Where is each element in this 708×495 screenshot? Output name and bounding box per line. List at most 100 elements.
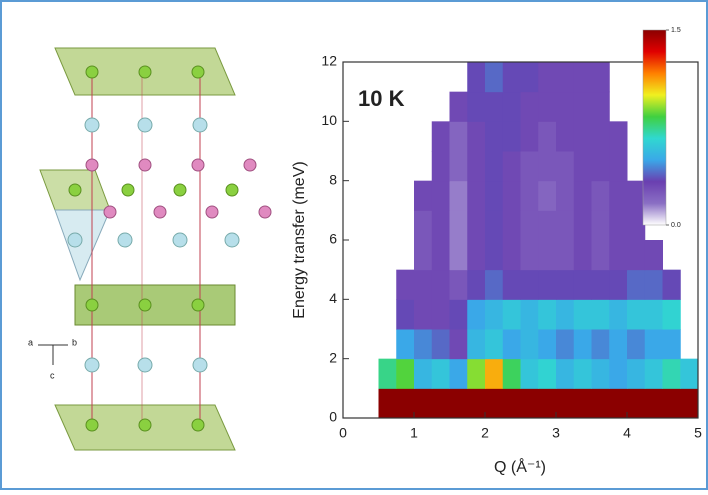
heat-cell: [627, 210, 645, 240]
heat-cell: [396, 299, 414, 329]
heat-cell: [627, 240, 645, 270]
heat-cell: [521, 210, 539, 240]
heat-cell: [538, 181, 556, 211]
heat-cell: [645, 299, 663, 329]
heat-cell: [379, 388, 397, 418]
heat-cell: [592, 359, 610, 389]
heat-cell: [556, 62, 574, 92]
heat-cell: [432, 181, 450, 211]
heat-cell: [485, 270, 503, 300]
heat-cell: [503, 210, 521, 240]
heat-cell: [574, 181, 592, 211]
heat-cell: [574, 62, 592, 92]
heat-cell: [450, 92, 468, 122]
heat-cell: [609, 359, 627, 389]
colorbar-tick-label: 1.5: [671, 27, 681, 34]
heat-cell: [609, 181, 627, 211]
y-tick-label: 6: [329, 231, 337, 247]
heat-cell: [663, 359, 681, 389]
heat-cell: [485, 240, 503, 270]
heat-cell: [538, 121, 556, 151]
heat-cell: [432, 270, 450, 300]
heat-cell: [556, 181, 574, 211]
heat-cell: [627, 181, 645, 211]
heat-cell: [645, 270, 663, 300]
heat-cell: [556, 359, 574, 389]
heat-cell: [503, 359, 521, 389]
heat-cell: [432, 329, 450, 359]
y-tick-label: 12: [321, 53, 337, 69]
heat-cell: [503, 62, 521, 92]
heat-cell: [521, 92, 539, 122]
heat-cell: [503, 388, 521, 418]
heat-cell: [414, 359, 432, 389]
colorbar: [643, 30, 666, 225]
heat-cell: [521, 240, 539, 270]
heat-cell: [450, 329, 468, 359]
heat-cell: [467, 240, 485, 270]
heat-cell: [467, 299, 485, 329]
heat-cell: [521, 121, 539, 151]
heat-cell: [574, 121, 592, 151]
heat-cell: [592, 299, 610, 329]
heat-cell: [467, 210, 485, 240]
heat-cell: [680, 388, 698, 418]
heat-cell: [609, 240, 627, 270]
heat-cell: [556, 151, 574, 181]
x-axis-label: Q (Å⁻¹): [494, 457, 546, 476]
heat-cell: [396, 329, 414, 359]
y-tick-label: 8: [329, 171, 337, 187]
heat-cell: [467, 151, 485, 181]
heat-cell: [556, 270, 574, 300]
heat-cell: [485, 359, 503, 389]
heat-cell: [396, 359, 414, 389]
heat-cell: [503, 151, 521, 181]
heat-cell: [538, 62, 556, 92]
x-tick-label: 1: [410, 425, 418, 441]
heat-cell: [556, 299, 574, 329]
heat-cell: [645, 240, 663, 270]
heat-cell: [556, 210, 574, 240]
annotation: 10 K: [358, 86, 405, 111]
heat-cell: [485, 151, 503, 181]
x-tick-label: 3: [552, 425, 560, 441]
heat-cell: [663, 270, 681, 300]
heat-cell: [467, 62, 485, 92]
heat-cell: [645, 329, 663, 359]
y-axis-label: Energy transfer (meV): [291, 161, 308, 318]
heat-cell: [414, 299, 432, 329]
heat-cell: [450, 270, 468, 300]
heat-cell: [538, 92, 556, 122]
heat-cell: [592, 329, 610, 359]
heat-cell: [574, 92, 592, 122]
heat-cell: [450, 181, 468, 211]
heat-cell: [521, 329, 539, 359]
heat-cell: [592, 121, 610, 151]
heat-cell: [414, 270, 432, 300]
heat-cell: [485, 121, 503, 151]
heat-cell: [485, 210, 503, 240]
heat-cell: [432, 359, 450, 389]
axis-label: c: [50, 370, 55, 380]
heat-cell: [538, 359, 556, 389]
heat-cell: [450, 151, 468, 181]
heat-cell: [574, 270, 592, 300]
heat-cell: [485, 388, 503, 418]
heat-cell: [450, 388, 468, 418]
heat-cell: [485, 329, 503, 359]
heat-cell: [521, 270, 539, 300]
heat-cell: [592, 92, 610, 122]
heat-cell: [556, 121, 574, 151]
heat-cell: [450, 240, 468, 270]
heat-cell: [432, 210, 450, 240]
heat-cell: [521, 62, 539, 92]
heat-cell: [627, 329, 645, 359]
heat-cell: [414, 329, 432, 359]
heat-cell: [503, 121, 521, 151]
heat-cell: [592, 151, 610, 181]
heat-cell: [538, 388, 556, 418]
heat-cell: [663, 329, 681, 359]
heat-cell: [627, 270, 645, 300]
heat-cell: [414, 240, 432, 270]
heat-cell: [485, 62, 503, 92]
